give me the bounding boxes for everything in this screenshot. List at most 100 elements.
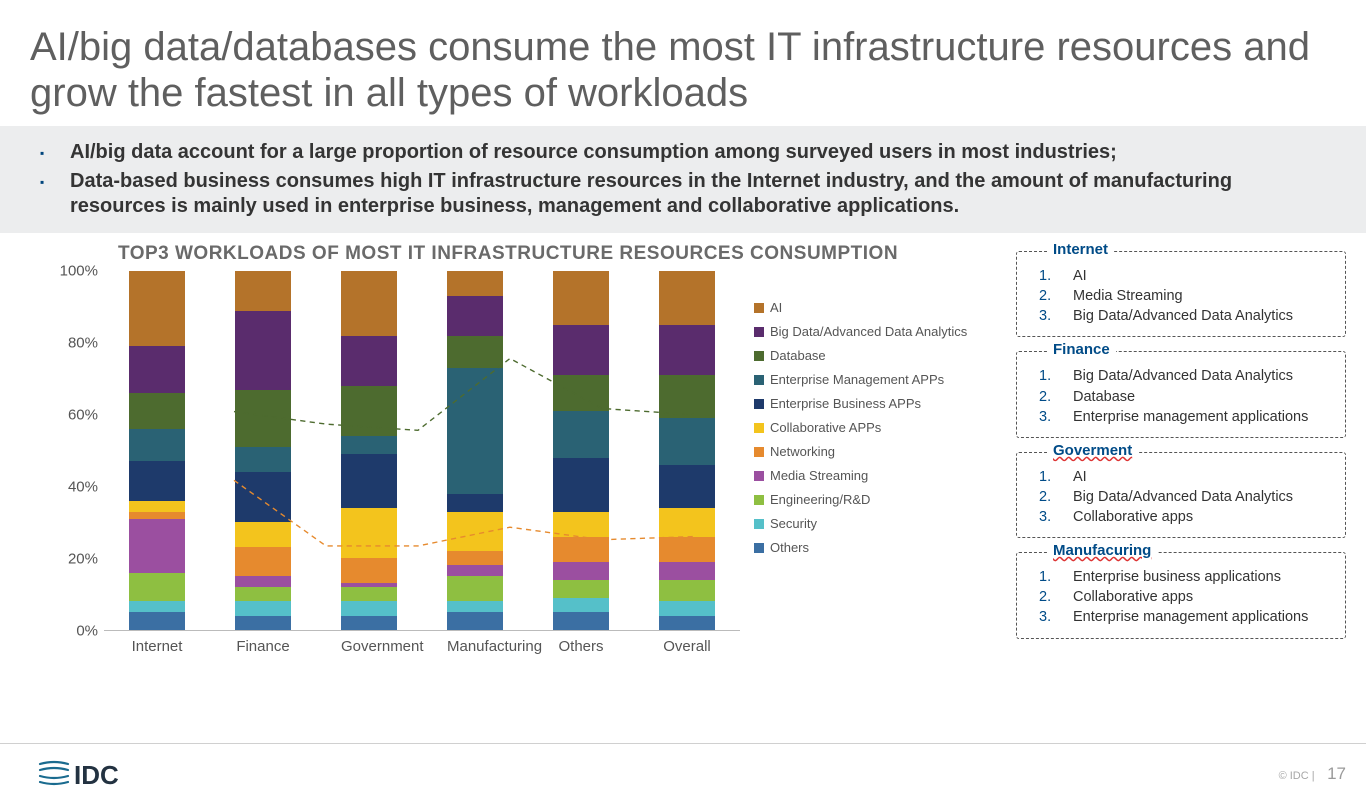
slide-title: AI/big data/databases consume the most I…	[30, 24, 1336, 116]
x-axis-label: Finance	[235, 638, 291, 655]
top3-item: Big Data/Advanced Data Analytics	[1033, 487, 1335, 507]
legend-label: Database	[770, 348, 826, 363]
bar-manufacturing	[447, 271, 503, 630]
segment	[447, 565, 503, 576]
legend-swatch	[754, 351, 764, 361]
slide-footer: IDC © IDC | 17	[0, 743, 1366, 803]
top3-item: AI	[1033, 266, 1335, 286]
segment	[129, 573, 185, 602]
top3-box-label: Goverment	[1047, 442, 1138, 459]
segment	[341, 587, 397, 601]
segment	[129, 612, 185, 630]
top3-box-label: Manufacuring	[1047, 542, 1157, 559]
legend-swatch	[754, 399, 764, 409]
bullet-2: Data-based business consumes high IT inf…	[70, 169, 1326, 219]
segment	[129, 461, 185, 500]
top3-item: Database	[1033, 387, 1335, 407]
segment	[235, 601, 291, 615]
legend-label: AI	[770, 300, 782, 315]
legend-item: AI	[754, 300, 967, 315]
segment	[235, 271, 291, 310]
segment	[447, 576, 503, 601]
segment	[235, 390, 291, 447]
segment	[659, 508, 715, 537]
segment	[659, 616, 715, 630]
legend-swatch	[754, 495, 764, 505]
y-axis-tick: 80%	[68, 335, 98, 352]
y-axis-tick: 60%	[68, 407, 98, 424]
legend-swatch	[754, 543, 764, 553]
chart-legend: AI Big Data/Advanced Data Analytics Databa…	[740, 271, 967, 564]
segment	[659, 537, 715, 562]
legend-swatch	[754, 303, 764, 313]
segment	[659, 601, 715, 615]
legend-label: Enterprise Business APPs	[770, 396, 921, 411]
copyright: © IDC |	[1279, 770, 1315, 782]
x-axis-label: Manufacturing	[447, 638, 503, 655]
segment	[235, 472, 291, 522]
segment	[447, 551, 503, 565]
top3-item: Collaborative apps	[1033, 587, 1335, 607]
segment	[659, 465, 715, 508]
segment	[447, 512, 503, 551]
legend-swatch	[754, 327, 764, 337]
x-axis-label: Overall	[659, 638, 715, 655]
top3-box-label: Finance	[1047, 341, 1116, 358]
segment	[341, 601, 397, 615]
y-axis-tick: 20%	[68, 551, 98, 568]
segment	[129, 429, 185, 461]
bar-others	[553, 271, 609, 630]
legend-item: Big Data/Advanced Data Analytics	[754, 324, 967, 339]
top3-box-goverment: GovermentAIBig Data/Advanced Data Analyt…	[1016, 452, 1346, 538]
segment	[553, 411, 609, 458]
segment	[447, 336, 503, 368]
segment	[341, 508, 397, 558]
bar-government	[341, 271, 397, 630]
segment	[447, 601, 503, 612]
segment	[553, 375, 609, 411]
segment	[553, 562, 609, 580]
legend-swatch	[754, 519, 764, 529]
top3-item: AI	[1033, 467, 1335, 487]
segment	[553, 325, 609, 375]
legend-item: Security	[754, 516, 967, 531]
bullet-square-icon: ▪	[40, 140, 70, 160]
page-number: 17	[1327, 764, 1346, 783]
svg-text:IDC: IDC	[74, 760, 119, 790]
segment	[553, 271, 609, 325]
legend-label: Others	[770, 540, 809, 555]
legend-swatch	[754, 423, 764, 433]
segment	[235, 576, 291, 587]
segment	[341, 616, 397, 630]
segment	[235, 522, 291, 547]
y-axis-tick: 40%	[68, 479, 98, 496]
segment	[235, 447, 291, 472]
segment	[659, 580, 715, 602]
segment	[235, 311, 291, 390]
segment	[447, 368, 503, 494]
segment	[235, 616, 291, 630]
segment	[553, 512, 609, 537]
y-axis-tick: 100%	[60, 263, 98, 280]
bar-overall	[659, 271, 715, 630]
legend-label: Security	[770, 516, 817, 531]
top3-box-internet: InternetAIMedia StreamingBig Data/Advanc…	[1016, 251, 1346, 337]
segment	[553, 580, 609, 598]
stacked-bar-chart: 0%20%40%60%80%100% InternetFinanceGovern…	[20, 271, 740, 651]
segment	[447, 494, 503, 512]
key-points-bar: ▪ AI/big data account for a large propor…	[0, 126, 1366, 233]
x-axis-label: Government	[341, 638, 397, 655]
segment	[341, 336, 397, 386]
top3-item: Collaborative apps	[1033, 507, 1335, 527]
segment	[341, 454, 397, 508]
segment	[659, 375, 715, 418]
segment	[129, 519, 185, 573]
bullet-1: AI/big data account for a large proporti…	[70, 140, 1117, 165]
segment	[129, 512, 185, 519]
top3-item: Enterprise management applications	[1033, 607, 1335, 627]
segment	[341, 386, 397, 436]
legend-item: Engineering/R&D	[754, 492, 967, 507]
y-axis-tick: 0%	[76, 623, 98, 640]
legend-label: Collaborative APPs	[770, 420, 881, 435]
bar-finance	[235, 271, 291, 630]
